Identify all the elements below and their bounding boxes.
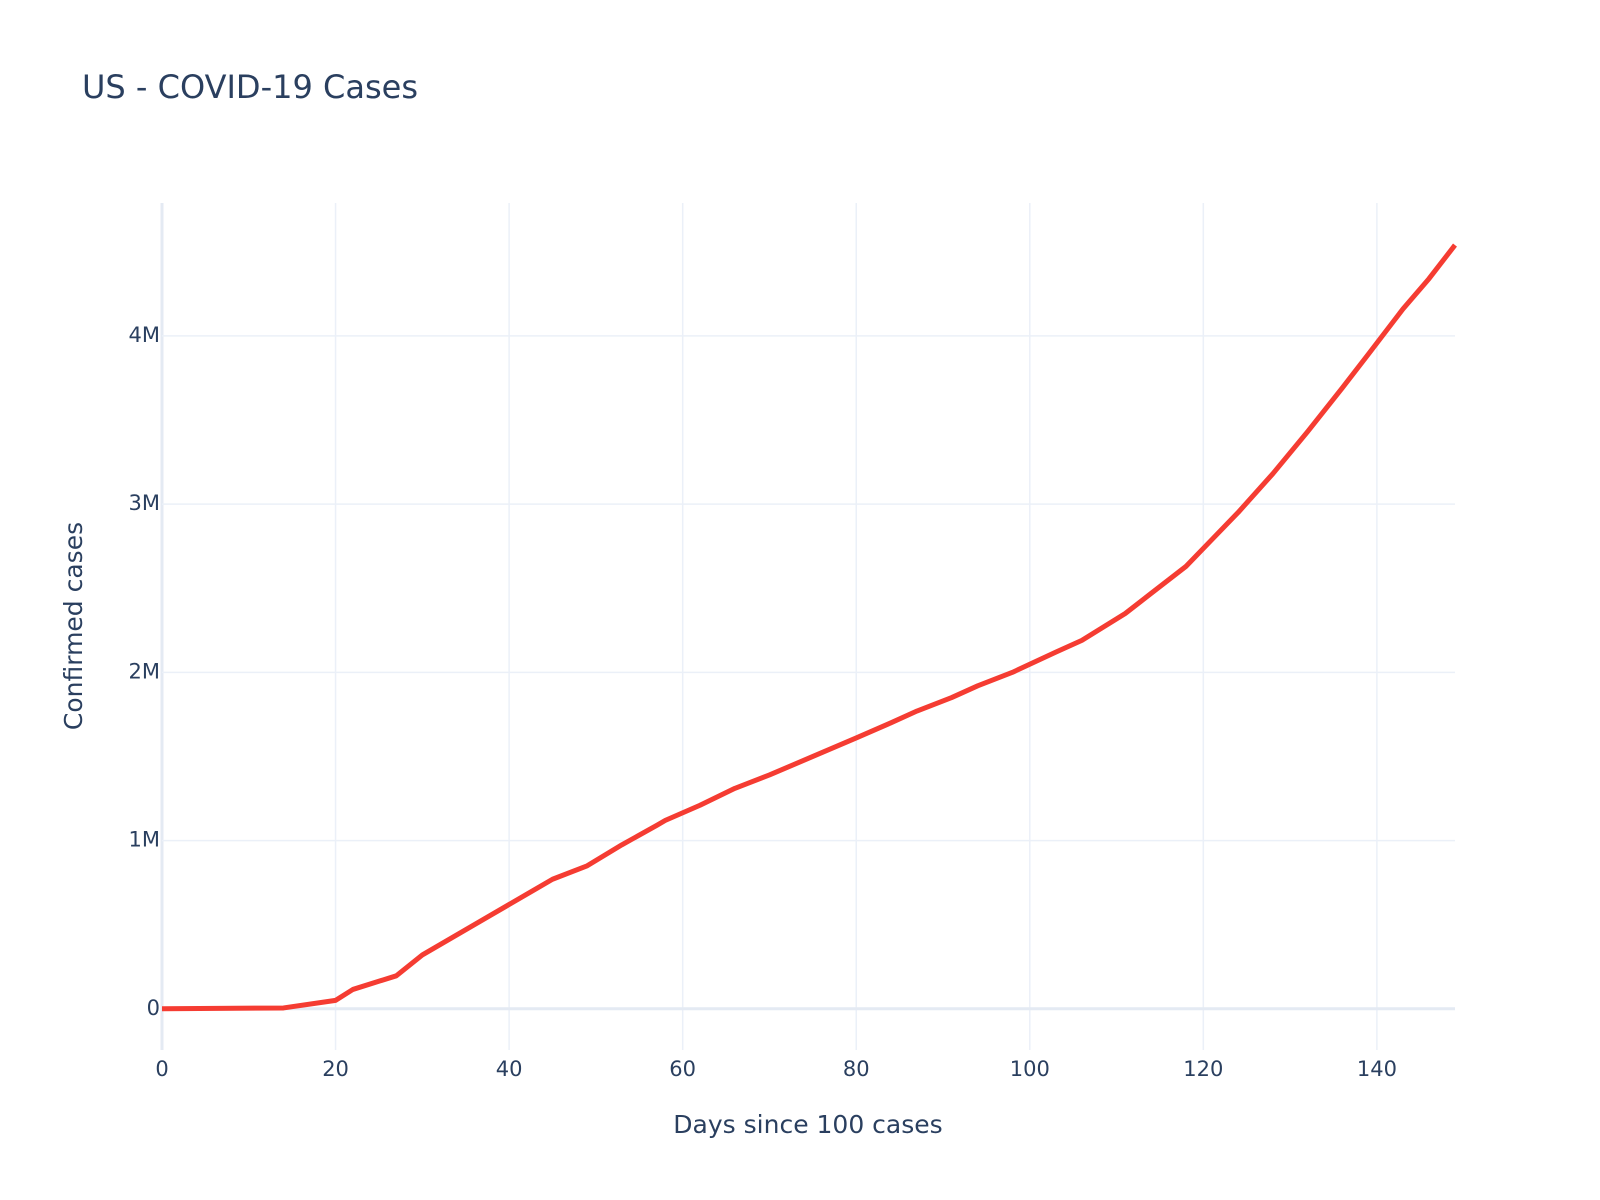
x-tick-label: 40: [496, 1057, 523, 1081]
y-tick-label: 0: [147, 996, 160, 1020]
y-axis-title: Confirmed cases: [59, 522, 88, 730]
x-tick-label: 140: [1357, 1057, 1397, 1081]
y-tick-label: 3M: [129, 491, 160, 515]
y-tick-label: 1M: [129, 828, 160, 852]
chart-title: US - COVID-19 Cases: [82, 68, 418, 106]
line: [161, 243, 1457, 1012]
y-tick-label: 4M: [129, 323, 160, 347]
x-tick-label: 0: [155, 1057, 168, 1081]
x-tick-label: 80: [843, 1057, 870, 1081]
x-tick-label: 100: [1010, 1057, 1050, 1081]
x-tick-label: 120: [1183, 1057, 1223, 1081]
x-axis-title: Days since 100 cases: [673, 1110, 942, 1139]
y-tick-label: 2M: [129, 659, 160, 683]
x-tick-label: 60: [669, 1057, 696, 1081]
x-tick-label: 20: [322, 1057, 349, 1081]
